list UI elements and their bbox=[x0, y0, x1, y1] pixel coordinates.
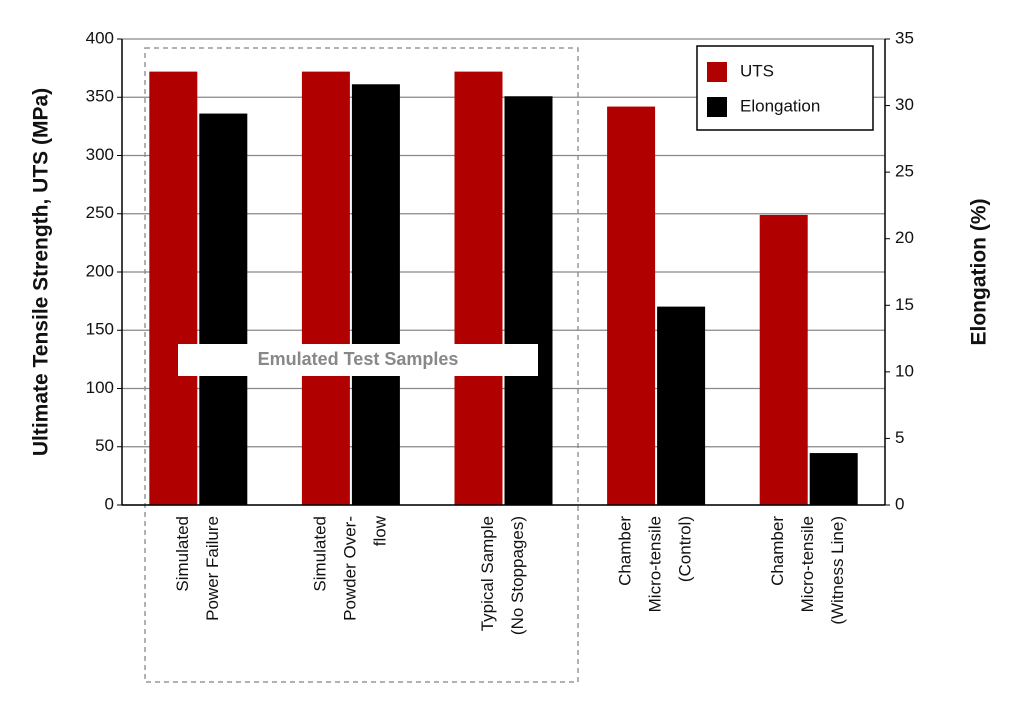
x-tick-label: Micro-tensile bbox=[798, 516, 817, 612]
bar bbox=[657, 306, 706, 505]
annotation: Emulated Test Samples bbox=[258, 349, 459, 369]
bar bbox=[607, 106, 656, 505]
bar bbox=[454, 71, 503, 506]
bar bbox=[759, 214, 808, 506]
y-tick-label: 400 bbox=[86, 28, 114, 47]
x-tick-label: Simulated bbox=[310, 516, 329, 592]
x-tick-label: flow bbox=[370, 515, 389, 546]
y-tick-label: 200 bbox=[86, 261, 114, 280]
bar bbox=[199, 113, 248, 505]
y-tick-label: 100 bbox=[86, 378, 114, 397]
y2-tick-label: 15 bbox=[895, 295, 914, 314]
annotation-box bbox=[178, 344, 538, 376]
legend-swatch bbox=[707, 97, 727, 117]
x-tick-label: Power Failure bbox=[203, 516, 222, 621]
legend-swatch bbox=[707, 62, 727, 82]
bar bbox=[149, 71, 198, 506]
x-tick-label: Chamber bbox=[616, 516, 635, 586]
y-tick-label: 250 bbox=[86, 203, 114, 222]
y-axis-title: Ultimate Tensile Strength, UTS (MPa) bbox=[30, 88, 53, 456]
x-tick-label: Simulated bbox=[173, 516, 192, 592]
y2-axis-title: Elongation (%) bbox=[968, 199, 991, 346]
y-tick-label: 0 bbox=[105, 494, 114, 513]
bar bbox=[351, 84, 400, 506]
legend-label: Elongation bbox=[740, 96, 820, 115]
y2-tick-label: 35 bbox=[895, 28, 914, 47]
legend-label: UTS bbox=[740, 61, 774, 80]
bar bbox=[809, 453, 858, 505]
x-tick-label: Chamber bbox=[768, 516, 787, 586]
x-tick-label: Micro-tensile bbox=[646, 516, 665, 612]
y-tick-label: 150 bbox=[86, 320, 114, 339]
legend-box bbox=[696, 45, 874, 131]
y2-tick-label: 0 bbox=[895, 494, 904, 513]
bar bbox=[301, 71, 350, 506]
x-tick-label: (Witness Line) bbox=[828, 516, 847, 625]
y-tick-label: 50 bbox=[95, 436, 114, 455]
y2-tick-label: 20 bbox=[895, 228, 914, 247]
y2-tick-label: 5 bbox=[895, 428, 904, 447]
y2-tick-label: 25 bbox=[895, 162, 914, 181]
y2-tick-label: 10 bbox=[895, 361, 914, 380]
y2-tick-label: 30 bbox=[895, 95, 914, 114]
x-tick-label: (No Stoppages) bbox=[508, 516, 527, 635]
y-tick-label: 300 bbox=[86, 145, 114, 164]
bar bbox=[504, 96, 553, 505]
x-tick-label: (Control) bbox=[676, 516, 695, 582]
x-tick-label: Powder Over- bbox=[340, 516, 359, 621]
group-box bbox=[144, 47, 579, 683]
y-tick-label: 350 bbox=[86, 87, 114, 106]
x-tick-label: Typical Sample bbox=[478, 516, 497, 631]
